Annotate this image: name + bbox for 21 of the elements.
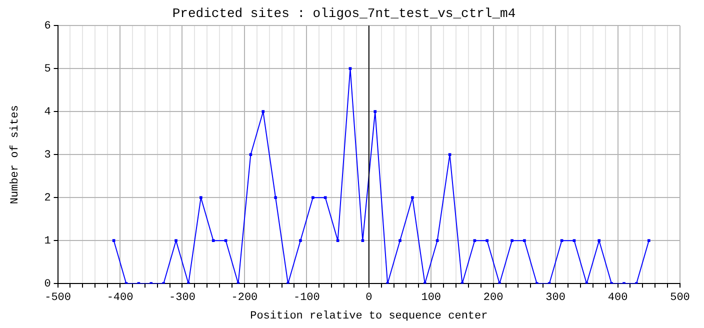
y-tick-label: 5	[44, 64, 51, 76]
x-tick-label: -300	[169, 292, 196, 304]
y-tick-label: 2	[44, 192, 51, 205]
x-tick-label: -200	[231, 292, 258, 304]
y-tick-label: 4	[44, 106, 52, 119]
y-axis-title: Number of sites	[10, 105, 22, 204]
x-tick-label: 400	[608, 292, 628, 304]
x-tick-label: 0	[366, 292, 372, 304]
chart-title: Predicted sites : oligos_7nt_test_vs_ctrl_m4	[172, 6, 516, 22]
x-tick-label: 500	[670, 292, 690, 304]
x-tick-label: 300	[546, 292, 566, 304]
y-tick-label: 0	[44, 278, 51, 291]
x-tick-label: 100	[421, 292, 442, 304]
x-tick-label: -400	[106, 292, 134, 304]
y-tick-label: 3	[44, 150, 51, 162]
x-tick-label: 200	[483, 292, 504, 304]
y-tick-label: 6	[44, 20, 51, 33]
x-axis-title: Position relative to sequence center	[250, 310, 488, 322]
x-tick-label: -100	[293, 292, 320, 304]
x-tick-label: -500	[44, 292, 72, 304]
y-tick-label: 1	[44, 236, 52, 248]
